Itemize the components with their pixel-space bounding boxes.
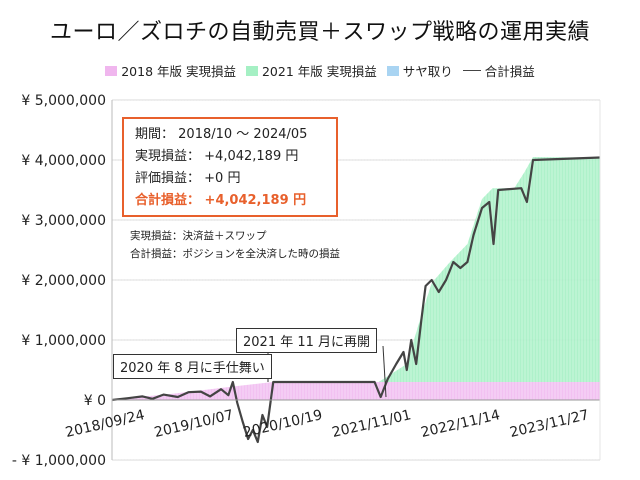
unrealized-value: +0 円 xyxy=(204,171,241,186)
legend-item: 2021 年版 実現損益 xyxy=(245,61,377,80)
line-total xyxy=(111,156,601,444)
y-tick-label: ¥ 1,000,000 xyxy=(21,333,106,349)
close-out-callout: 2020 年 8 月に手仕舞い xyxy=(113,354,272,379)
note-realized: 実現損益：決済益＋スワップ xyxy=(130,230,267,242)
total-row: 合計損益： +4,042,189 円 xyxy=(135,190,336,212)
y-tick-label: ¥ 4,000,000 xyxy=(21,153,106,169)
x-tick-label: 2018/09/24 xyxy=(64,407,146,441)
realized-row: 実現損益： +4,042,189 円 xyxy=(135,146,336,168)
chart-notes: 実現損益：決済益＋スワップ 合計損益：ポジションを全決済した時の損益 xyxy=(130,227,340,263)
period-value: 2018/10 〜 2024/05 xyxy=(178,127,308,142)
total-label: 合計損益： xyxy=(135,193,201,208)
legend-swatch xyxy=(386,65,399,76)
realized-value: +4,042,189 円 xyxy=(204,149,299,164)
y-tick-label: ¥ 3,000,000 xyxy=(21,213,106,229)
period-row: 期間： 2018/10 〜 2024/05 xyxy=(135,124,336,146)
area-2021-realized xyxy=(378,157,600,382)
y-tick-label: ¥ 0 xyxy=(84,393,106,409)
unrealized-row: 評価損益： +0 円 xyxy=(135,168,336,190)
legend-label: 2018 年版 実現損益 xyxy=(121,64,236,79)
legend-swatch xyxy=(245,65,258,76)
area-2018-realized xyxy=(112,382,600,400)
unrealized-label: 評価損益： xyxy=(135,171,201,186)
note-total: 合計損益：ポジションを全決済した時の損益 xyxy=(130,248,340,260)
total-value: +4,042,189 円 xyxy=(204,193,307,208)
restart-callout: 2021 年 11 月に再開 xyxy=(236,328,378,353)
legend-item: 2018 年版 実現損益 xyxy=(105,61,236,80)
realized-label: 実現損益： xyxy=(135,149,201,164)
period-label: 期間： xyxy=(135,127,175,142)
chart-legend: 2018 年版 実現損益 2021 年版 実現損益 サヤ取り 合計損益 xyxy=(0,61,640,80)
y-tick-label: - ¥ 1,000,000 xyxy=(12,453,106,469)
legend-item: 合計損益 xyxy=(462,61,535,80)
restart-pointer xyxy=(382,345,387,398)
legend-item: サヤ取り xyxy=(386,61,453,80)
summary-box: 期間： 2018/10 〜 2024/05 実現損益： +4,042,189 円… xyxy=(122,117,338,217)
legend-swatch xyxy=(462,70,481,71)
legend-label: 2021 年版 実現損益 xyxy=(261,64,377,79)
line-series xyxy=(111,156,601,444)
legend-label: 合計損益 xyxy=(484,64,535,79)
chart-title: ユーロ／ズロチの自動売買＋スワップ戦略の運用実績 xyxy=(49,20,590,45)
y-tick-label: ¥ 5,000,000 xyxy=(21,93,106,109)
y-tick-label: ¥ 2,000,000 xyxy=(21,273,106,289)
y-tick-labels: - ¥ 1,000,000 ¥ 0 ¥ 1,000,000 ¥ 2,000,000 ¥ … xyxy=(12,93,106,469)
legend-swatch xyxy=(105,65,118,76)
legend-label: サヤ取り xyxy=(402,64,453,79)
